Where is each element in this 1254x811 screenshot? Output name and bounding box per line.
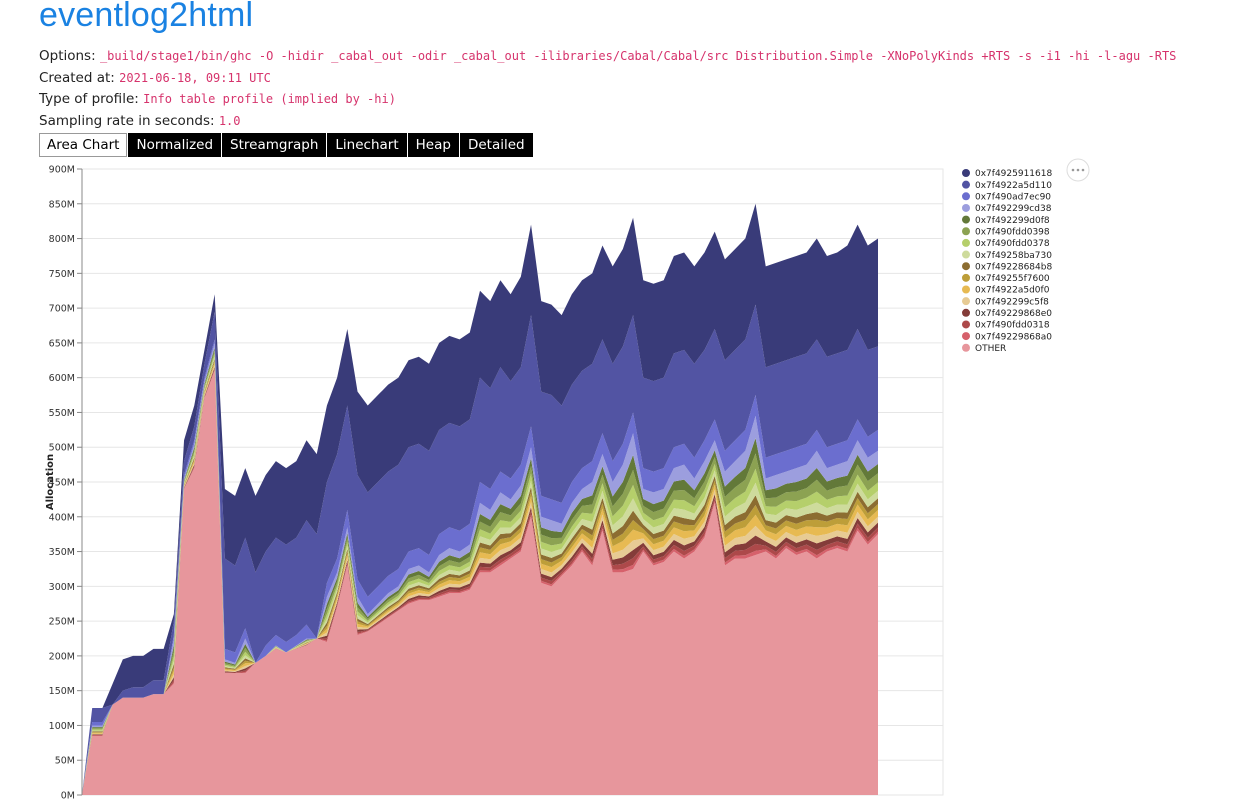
options-row: Options: _build/stage1/bin/ghc -O -hidir… (39, 48, 1176, 64)
legend-swatch (962, 285, 970, 294)
profile-type-label: Type of profile: (39, 91, 139, 107)
chart-tabs: Area Chart Normalized Streamgraph Linech… (39, 133, 534, 157)
tab-streamgraph[interactable]: Streamgraph (222, 133, 327, 157)
legend-label: 0x7f490fdd0318 (975, 321, 1050, 331)
legend-swatch (962, 343, 970, 352)
y-tick-label: 900M (49, 165, 75, 176)
y-tick-label: 700M (49, 304, 75, 315)
tab-heap[interactable]: Heap (407, 133, 459, 157)
legend-label: OTHER (975, 344, 1006, 354)
legend-label: 0x7f492299cd38 (975, 204, 1052, 214)
y-tick-label: 650M (49, 338, 75, 349)
y-tick-label: 600M (49, 373, 75, 384)
legend-swatch (962, 250, 970, 259)
y-tick-label: 350M (49, 547, 75, 558)
created-value: 2021-06-18, 09:11 UTC (119, 71, 271, 85)
chart-areas (82, 203, 878, 795)
y-axis: 0M 50M 100M 150M 200M 250M 300M 350M 400M 450M 500… (45, 165, 83, 802)
legend-swatch (962, 215, 970, 224)
area-series-OTHER (82, 370, 878, 795)
y-tick-label: 850M (49, 199, 75, 210)
y-tick-label: 800M (49, 234, 75, 245)
sampling-rate-label: Sampling rate in seconds: (39, 113, 215, 129)
legend-swatch (962, 273, 970, 282)
legend-label: 0x7f490fdd0398 (975, 227, 1050, 237)
legend-label: 0x7f4922a5d110 (975, 181, 1052, 191)
area-series-0x7f4925911618 (82, 203, 878, 795)
legend-swatch (962, 308, 970, 317)
tab-detailed[interactable]: Detailed (459, 133, 533, 157)
legend-label: 0x7f4925911618 (975, 169, 1052, 179)
legend-swatch (962, 192, 970, 201)
page-title: eventlog2html (39, 0, 254, 34)
created-row: Created at: 2021-06-18, 09:11 UTC (39, 70, 271, 86)
legend-label: 0x7f49255f7600 (975, 274, 1050, 284)
created-label: Created at: (39, 70, 115, 86)
y-tick-label: 200M (49, 651, 75, 662)
legend-label: 0x7f490ad7ec90 (975, 193, 1051, 203)
y-tick-label: 150M (49, 686, 75, 697)
legend-label: 0x7f492299c5f8 (975, 297, 1049, 307)
tab-area-chart[interactable]: Area Chart (39, 133, 128, 157)
legend-label: 0x7f492299d0f8 (975, 216, 1050, 226)
legend-swatch (962, 262, 970, 271)
y-tick-label: 50M (55, 756, 75, 767)
y-tick-label: 500M (49, 443, 75, 454)
y-tick-label: 300M (49, 582, 75, 593)
profile-type-value: Info table profile (implied by -hi) (143, 92, 396, 106)
legend-label: 0x7f49229868a0 (975, 332, 1052, 342)
options-value: _build/stage1/bin/ghc -O -hidir _cabal_o… (99, 49, 1177, 63)
area-series-0x7f490ad7ec90 (82, 339, 878, 795)
sampling-rate-row: Sampling rate in seconds: 1.0 (39, 113, 241, 129)
legend-swatch (962, 297, 970, 306)
legend-label: 0x7f4922a5d0f0 (975, 286, 1050, 296)
area-series-0x7f4922a5d110 (82, 304, 878, 795)
area-chart: 0M 50M 100M 150M 200M 250M 300M 350M 400M 450M 500… (45, 158, 1090, 802)
legend-label: 0x7f490fdd0378 (975, 239, 1050, 249)
options-label: Options: (39, 48, 96, 64)
legend-swatch (962, 203, 970, 212)
y-tick-label: 450M (49, 478, 75, 489)
legend-swatch (962, 169, 970, 177)
legend-label: 0x7f49228684b8 (975, 262, 1052, 272)
legend-swatch (962, 227, 970, 236)
tab-linechart[interactable]: Linechart (327, 133, 407, 157)
legend-label: 0x7f49229868e0 (975, 309, 1052, 319)
y-tick-label: 250M (49, 617, 75, 628)
legend-label: 0x7f49258ba730 (975, 251, 1052, 261)
tab-normalized[interactable]: Normalized (128, 133, 222, 157)
sampling-rate-value: 1.0 (218, 114, 241, 128)
y-tick-label: 750M (49, 269, 75, 280)
chart-legend: 0x7f4925911618 0x7f4922a5d110 0x7f490ad7ec… (962, 169, 1052, 354)
legend-swatch (962, 332, 970, 341)
y-tick-label: 550M (49, 408, 75, 419)
y-axis-title: Allocation (45, 454, 56, 510)
legend-swatch (962, 238, 970, 247)
profile-type-row: Type of profile: Info table profile (imp… (39, 91, 396, 107)
y-tick-label: 0M (61, 791, 75, 802)
legend-swatch (962, 320, 970, 329)
legend-swatch (962, 180, 970, 189)
chart-actions-menu-button[interactable] (1066, 158, 1090, 182)
y-tick-label: 100M (49, 721, 75, 732)
y-tick-label: 400M (49, 512, 75, 523)
